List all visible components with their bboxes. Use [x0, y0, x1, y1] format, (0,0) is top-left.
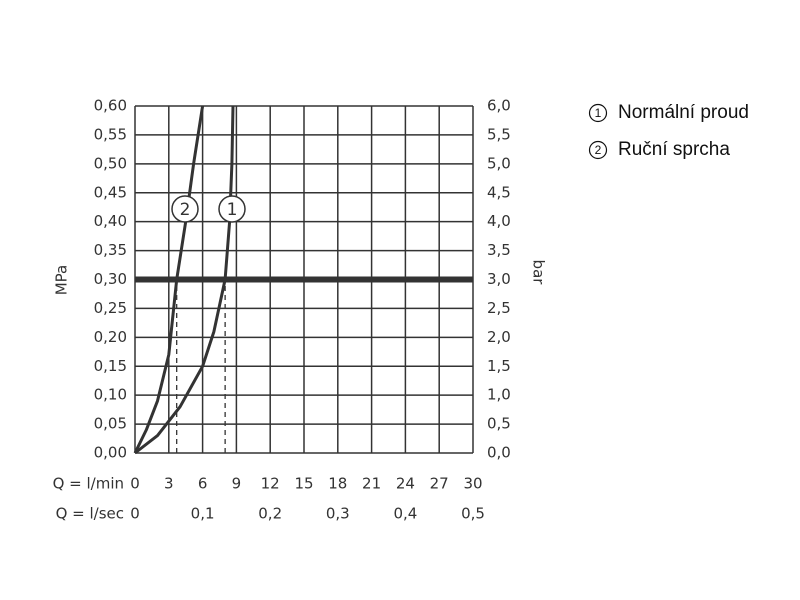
x2-tick-label: 0,2	[258, 505, 282, 523]
x-tick-label: 27	[430, 475, 449, 493]
y-tick-label: 0,10	[94, 386, 127, 404]
y2-tick-label: 3,0	[487, 270, 511, 288]
y-tick-label: 0,15	[94, 357, 127, 375]
y-tick-label: 0,40	[94, 212, 127, 230]
legend-label: Normální proud	[618, 102, 749, 123]
y2-tick-label: 6,0	[487, 97, 511, 115]
y2-tick-label: 0,0	[487, 444, 511, 462]
legend-marker-circle	[588, 140, 608, 160]
y-axis-label: MPa	[53, 265, 71, 296]
x-axis-label: Q = l/min	[53, 475, 124, 493]
curve-marker-circle	[171, 195, 199, 223]
x-tick-label: 12	[261, 475, 280, 493]
x2-tick-label: 0	[130, 505, 140, 523]
y2-tick-label: 4,5	[487, 183, 511, 201]
x-tick-label: 6	[198, 475, 208, 493]
y2-tick-label: 2,0	[487, 328, 511, 346]
legend-marker: 1	[595, 106, 602, 120]
y2-tick-label: 5,0	[487, 154, 511, 172]
y-tick-label: 0,20	[94, 328, 127, 346]
legend-marker: 2	[595, 143, 602, 157]
x-tick-label: 21	[362, 475, 381, 493]
y2-axis-label: bar	[530, 260, 548, 286]
y2-tick-label: 1,5	[487, 357, 511, 375]
y-tick-label: 0,45	[94, 183, 127, 201]
x2-tick-label: 0,5	[461, 505, 485, 523]
x2-tick-label: 0,4	[393, 505, 417, 523]
x-tick-label: 18	[328, 475, 347, 493]
x-tick-label: 30	[463, 475, 482, 493]
y2-tick-label: 4,0	[487, 212, 511, 230]
x-tick-label: 3	[164, 475, 174, 493]
y2-tick-label: 3,5	[487, 241, 511, 259]
y-tick-label: 0,35	[94, 241, 127, 259]
y-tick-label: 0,00	[94, 444, 127, 462]
x-tick-label: 0	[130, 475, 140, 493]
x2-tick-label: 0,1	[191, 505, 215, 523]
y2-tick-label: 1,0	[487, 386, 511, 404]
legend-marker-circle	[588, 103, 608, 123]
y2-tick-label: 2,5	[487, 299, 511, 317]
x-tick-label: 15	[294, 475, 313, 493]
y-tick-label: 0,25	[94, 299, 127, 317]
y-tick-label: 0,55	[94, 125, 127, 143]
y2-tick-label: 5,5	[487, 125, 511, 143]
x-tick-label: 9	[232, 475, 242, 493]
x2-axis-label: Q = l/sec	[56, 505, 124, 523]
curve-marker-circle	[218, 195, 246, 223]
x-tick-label: 24	[396, 475, 415, 493]
y2-tick-label: 0,5	[487, 415, 511, 433]
y-tick-label: 0,50	[94, 154, 127, 172]
curve-marker: 1	[227, 200, 238, 220]
y-tick-label: 0,30	[94, 270, 127, 288]
legend: 1 Normální proud 2 Ruční sprcha	[588, 102, 749, 160]
curve	[133, 105, 205, 454]
y-tick-label: 0,05	[94, 415, 127, 433]
y-tick-label: 0,60	[94, 97, 127, 115]
legend-label: Ruční sprcha	[618, 139, 730, 160]
x2-tick-label: 0,3	[326, 505, 350, 523]
curve-marker: 2	[180, 200, 191, 220]
curve	[134, 105, 235, 455]
